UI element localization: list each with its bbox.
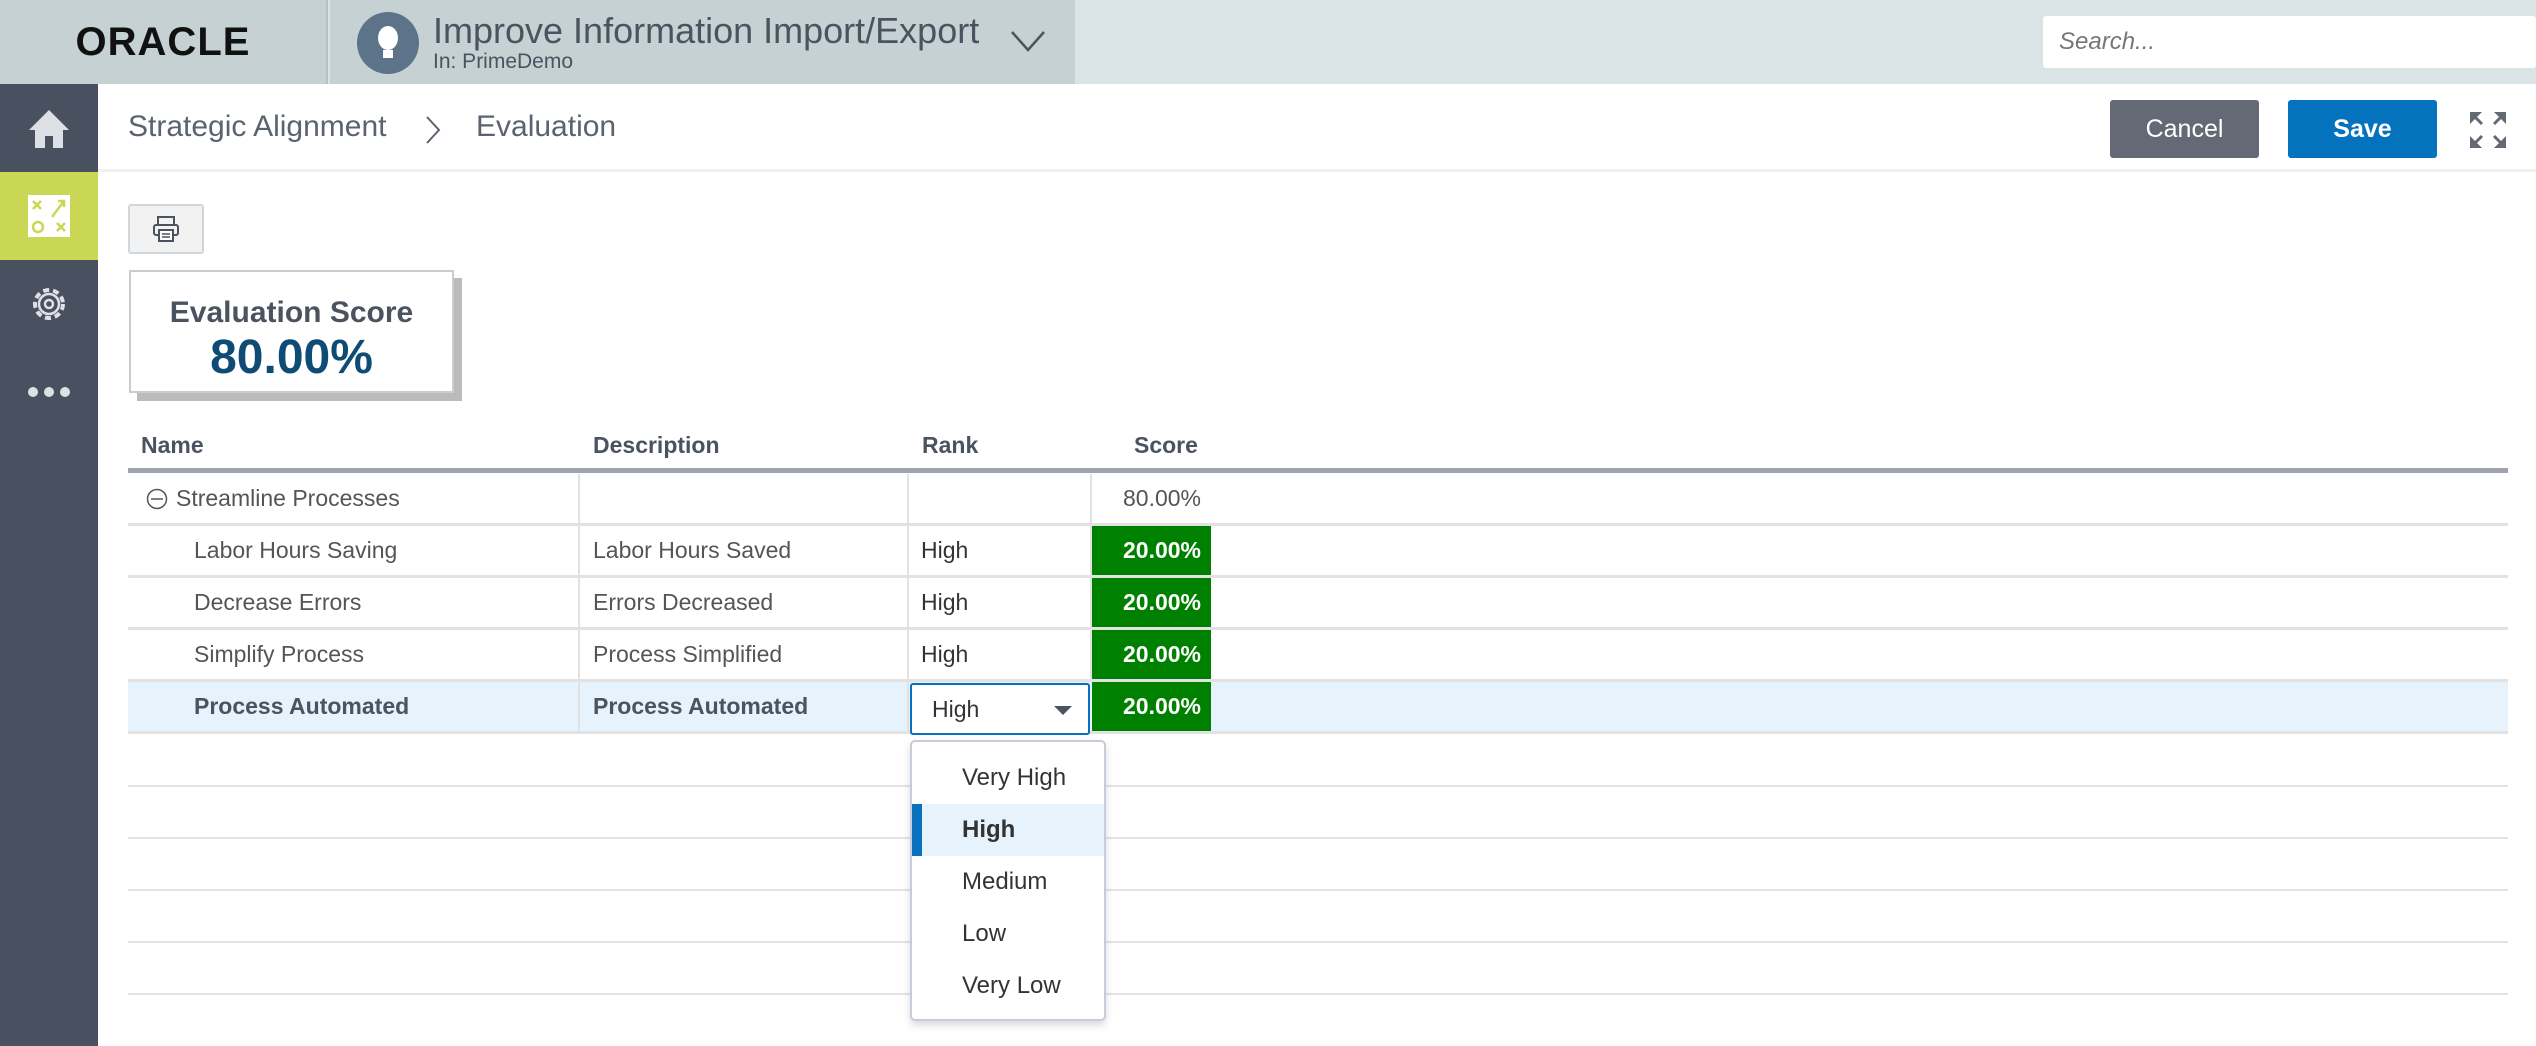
column-header-description[interactable]: Description — [593, 432, 720, 458]
table-row[interactable]: Simplify Process Process Simplified High… — [128, 630, 2508, 682]
evaluation-score-label: Evaluation Score — [169, 296, 414, 329]
column-header-rank[interactable]: Rank — [922, 432, 979, 458]
project-title: Improve Information Import/Export — [433, 10, 980, 51]
oracle-logo[interactable]: ORACLE — [0, 0, 328, 84]
score-cell: 20.00% — [1092, 682, 1211, 731]
more-icon — [28, 387, 70, 397]
column-header-name[interactable]: Name — [141, 432, 204, 458]
printer-icon — [153, 216, 179, 242]
name-cell: Labor Hours Saving — [128, 526, 580, 575]
collapse-icon[interactable] — [146, 488, 168, 510]
option-low[interactable]: Low — [962, 920, 1007, 947]
lightbulb-icon — [357, 12, 419, 74]
chevron-down-icon[interactable] — [1008, 20, 1048, 60]
option-very-high[interactable]: Very High — [962, 764, 1067, 791]
home-icon — [29, 110, 69, 148]
sidebar-item-home[interactable] — [0, 84, 98, 172]
name-cell: Decrease Errors — [128, 578, 580, 627]
score-cell: 20.00% — [1092, 526, 1211, 575]
rank-select-value: High — [932, 695, 980, 722]
sidebar-item-settings[interactable] — [0, 260, 98, 348]
rank-dropdown-menu: Very High High Medium Low Very Low — [910, 740, 1106, 1021]
option-very-low[interactable]: Very Low — [962, 972, 1061, 999]
rank-cell[interactable]: High — [909, 630, 1092, 679]
table-row-group[interactable]: Streamline Processes 80.00% — [128, 474, 2508, 526]
breadcrumb-evaluation: Evaluation — [476, 110, 617, 143]
search-input[interactable] — [2043, 16, 2536, 68]
expand-icon[interactable] — [2470, 112, 2506, 148]
header-divider — [128, 468, 2508, 473]
option-high[interactable]: High — [912, 804, 1104, 856]
strategy-icon — [28, 195, 70, 237]
save-button[interactable]: Save — [2288, 100, 2437, 158]
sidebar — [0, 84, 98, 1046]
empty-row-divider — [128, 785, 2508, 787]
breadcrumb: Strategic Alignment Evaluation — [98, 84, 2536, 172]
rank-select[interactable]: High — [910, 683, 1090, 735]
table-row[interactable]: Decrease Errors Errors Decreased High 20… — [128, 578, 2508, 630]
score-cell: 20.00% — [1092, 578, 1211, 627]
caret-down-icon — [1054, 706, 1072, 715]
logo-text: ORACLE — [75, 19, 251, 64]
option-medium[interactable]: Medium — [962, 868, 1048, 895]
group-name: Streamline Processes — [176, 485, 400, 511]
score-cell: 80.00% — [1122, 485, 1201, 511]
rank-cell[interactable]: High — [909, 526, 1092, 575]
project-workspace: In: PrimeDemo — [433, 50, 574, 73]
empty-row-divider — [128, 889, 2508, 891]
score-cell: 20.00% — [1092, 630, 1211, 679]
chevron-right-icon — [426, 116, 441, 144]
empty-row-divider — [128, 837, 2508, 839]
top-bar: ORACLE Improve Information Import/Export… — [0, 0, 2536, 84]
name-cell: Streamline Processes — [128, 474, 580, 523]
rank-cell[interactable]: High — [909, 578, 1092, 627]
description-cell — [580, 474, 909, 523]
gear-icon — [33, 288, 65, 320]
table-row[interactable]: Labor Hours Saving Labor Hours Saved Hig… — [128, 526, 2508, 578]
rank-cell — [909, 474, 1092, 523]
cancel-button[interactable]: Cancel — [2110, 100, 2259, 158]
column-header-score[interactable]: Score — [1134, 432, 1198, 458]
evaluation-score-card: Evaluation Score 80.00% — [129, 270, 454, 393]
table-row-selected[interactable]: Process Automated Process Automated 20.0… — [128, 682, 2508, 734]
project-selector[interactable]: Improve Information Import/Export In: Pr… — [330, 0, 1075, 84]
empty-row-divider — [128, 941, 2508, 943]
sidebar-item-strategy[interactable] — [0, 172, 98, 260]
description-cell: Errors Decreased — [580, 578, 909, 627]
description-cell: Labor Hours Saved — [580, 526, 909, 575]
breadcrumb-strategic-alignment[interactable]: Strategic Alignment — [128, 110, 387, 143]
name-cell: Process Automated — [128, 682, 580, 731]
name-cell: Simplify Process — [128, 630, 580, 679]
evaluation-score-value: 80.00% — [210, 331, 373, 384]
print-button[interactable] — [128, 204, 204, 254]
description-cell: Process Automated — [580, 682, 909, 731]
empty-row-divider — [128, 993, 2508, 995]
description-cell: Process Simplified — [580, 630, 909, 679]
sidebar-item-more[interactable] — [0, 348, 98, 436]
